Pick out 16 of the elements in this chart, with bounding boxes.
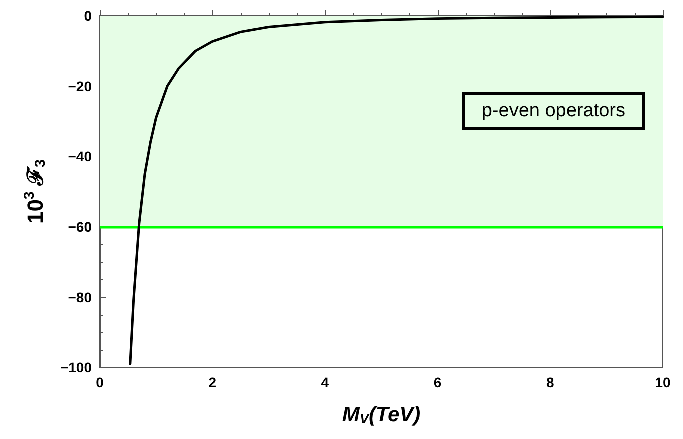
x-tick-label: 4 (321, 374, 330, 391)
y-tick-label: −60 (68, 218, 92, 235)
x-tick-label: 0 (96, 374, 104, 391)
y-tick-label: −40 (68, 148, 92, 165)
x-tick-label: 2 (208, 374, 217, 391)
y-tick-label: −80 (68, 289, 92, 306)
y-axis-title: 103 ℱ3 (22, 160, 49, 224)
x-tick-label: 6 (434, 374, 442, 391)
x-axis-title: MV(TeV) (342, 403, 421, 426)
annotation: p-even operators (482, 100, 626, 122)
line-series (129, 16, 664, 366)
y-tick-label: −100 (60, 360, 92, 376)
y-tick-label: −20 (68, 78, 92, 94)
x-tick-label: 8 (546, 374, 554, 391)
x-tick-label: 10 (655, 374, 671, 391)
y-tick-label: 0 (84, 8, 92, 24)
